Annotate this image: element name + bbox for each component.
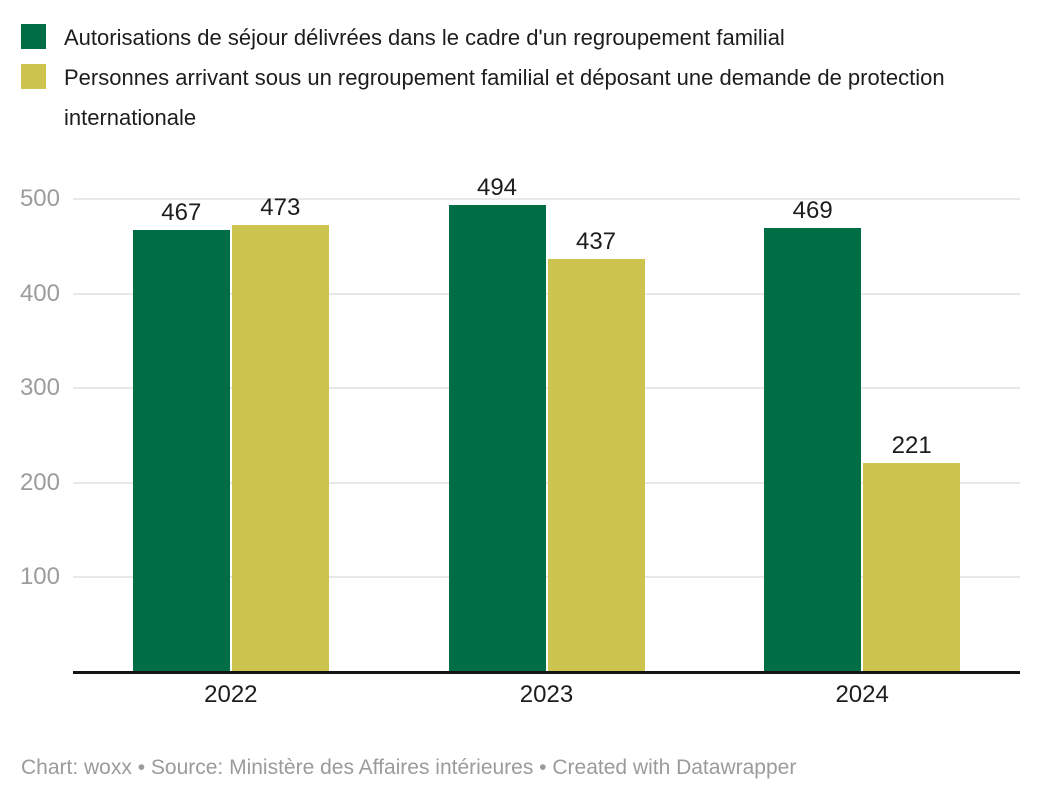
legend-item-protection-requests: Personnes arrivant sous un regroupement … <box>21 58 1039 138</box>
x-axis-label-2023: 2023 <box>519 681 574 708</box>
gridline-200 <box>73 481 1020 484</box>
bar-value-label-2022-yellow: 473 <box>260 193 301 221</box>
bar-value-label-2022-green: 467 <box>161 199 202 227</box>
legend-swatch-green <box>21 24 46 49</box>
gridline-100 <box>73 576 1020 579</box>
legend-label-authorizations: Autorisations de séjour délivrées dans l… <box>64 25 785 50</box>
legend-label-protection-requests: Personnes arrivant sous un regroupement … <box>64 65 945 130</box>
x-axis-line <box>73 671 1020 674</box>
bar-2022-yellow[interactable] <box>231 224 329 672</box>
x-axis-label-2022: 2022 <box>204 681 258 708</box>
bar-2024-yellow[interactable] <box>863 462 961 672</box>
legend-swatch-yellow <box>21 64 46 89</box>
bar-value-label-2024-green: 469 <box>792 197 833 225</box>
y-tick-label-500: 500 <box>19 185 60 212</box>
y-tick-label-400: 400 <box>19 279 60 307</box>
gridline-500 <box>73 198 1020 200</box>
bar-value-label-2023-green: 494 <box>476 173 518 201</box>
y-tick-label-300: 300 <box>19 374 60 402</box>
bar-2023-yellow[interactable] <box>547 258 645 672</box>
bar-2022-green[interactable] <box>132 230 230 672</box>
bar-value-label-2023-yellow: 437 <box>575 227 617 255</box>
y-tick-label-200: 200 <box>19 468 60 496</box>
bar-value-label-2024-yellow: 221 <box>891 431 932 459</box>
x-axis-label-2024: 2024 <box>835 681 889 708</box>
gridline-300 <box>73 387 1020 390</box>
bar-2023-green[interactable] <box>448 204 546 672</box>
legend-item-authorizations: Autorisations de séjour délivrées dans l… <box>21 18 1039 58</box>
gridline-400 <box>73 292 1020 295</box>
footer-credit: Chart: woxx • Source: Ministère des Affa… <box>21 756 797 779</box>
y-tick-label-100: 100 <box>19 563 60 591</box>
bar-2024-green[interactable] <box>764 228 862 672</box>
legend: Autorisations de séjour délivrées dans l… <box>21 18 1039 138</box>
